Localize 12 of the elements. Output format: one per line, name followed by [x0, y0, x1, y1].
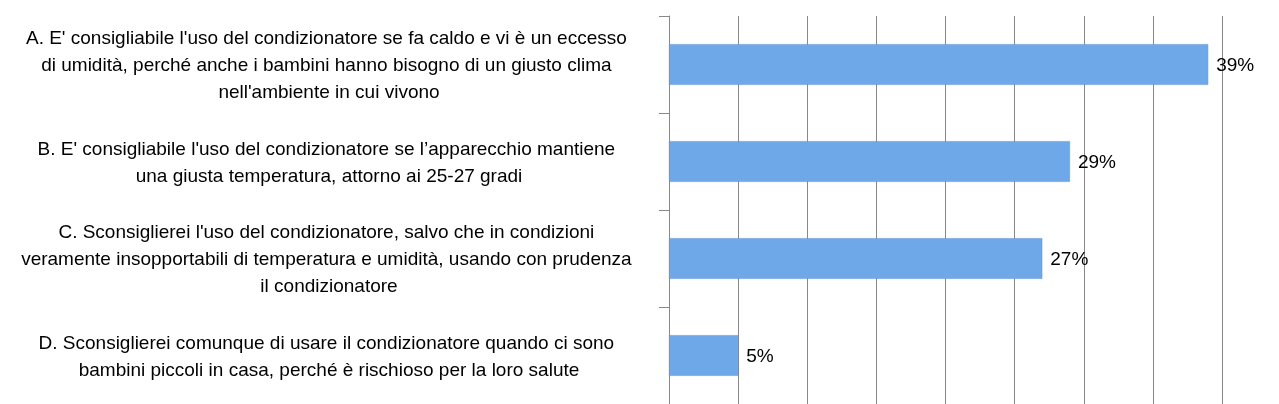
bar [669, 238, 1043, 279]
data-label: 39% [1216, 54, 1255, 75]
bar [669, 141, 1070, 182]
data-label: 5% [746, 345, 774, 366]
data-label: 27% [1050, 248, 1089, 269]
data-label: 29% [1077, 151, 1117, 172]
y-tick-label: C. Sconsiglierei l'uso del condizionatore, salvo che in condizioni veramente insopportabili di temperatura e umidità, usando con prudenza il condizionatore [21, 221, 637, 296]
y-tick-label: A. E' consigliabile l'uso del condizionatore se fa caldo e vi è un eccesso di umidità, perché anche i bambini hanno bisogno di un giusto clima nell'ambiente in cui vivono [25, 27, 633, 102]
bar [669, 44, 1209, 85]
y-tick-label: B. E' consigliabile l'uso del condizionatore se l’apparecchio mantiene una giusta temperatura, attorno ai 25-27 gradi [37, 137, 621, 186]
y-tick-label: D. Sconsiglierei comunque di usare il condizionatore quando ci sono bambini piccoli in casa, perché è rischioso per la loro salute [38, 331, 620, 380]
bar [669, 335, 739, 376]
